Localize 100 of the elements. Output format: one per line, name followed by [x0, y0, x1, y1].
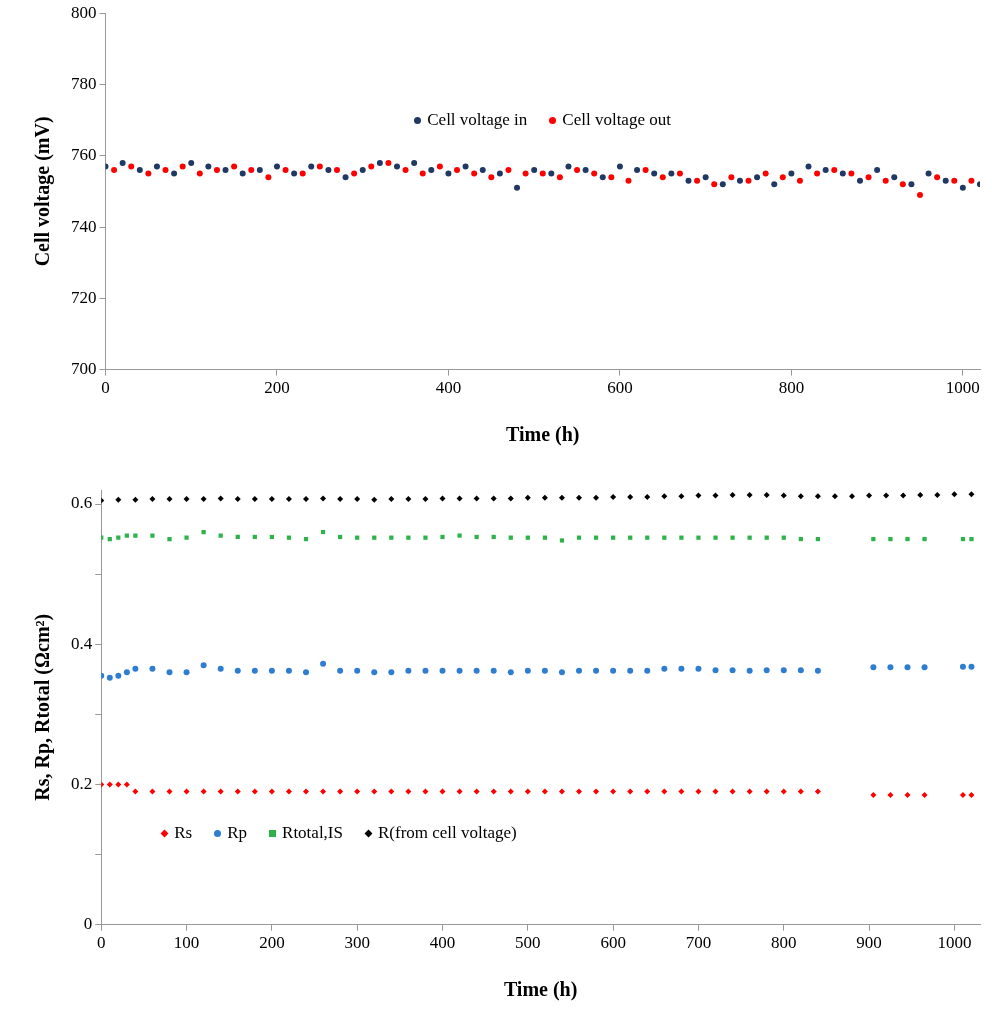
legend-label: Rs: [174, 823, 193, 844]
point: [746, 788, 753, 795]
point: [371, 496, 378, 503]
point: [337, 788, 344, 795]
x-axis-title: Time (h): [503, 978, 578, 1002]
point: [145, 170, 152, 177]
point: [462, 163, 469, 170]
point: [814, 788, 821, 795]
point: [231, 163, 238, 170]
point: [822, 167, 829, 174]
point: [524, 494, 531, 501]
point: [610, 494, 617, 501]
point: [471, 170, 478, 177]
point: [644, 494, 651, 501]
point: [490, 667, 497, 674]
point: [171, 170, 178, 177]
point: [507, 788, 514, 795]
point: [406, 535, 411, 540]
point: [124, 533, 129, 538]
point: [496, 170, 503, 177]
point: [849, 493, 856, 500]
point: [695, 788, 702, 795]
point: [188, 159, 195, 166]
point: [507, 495, 514, 502]
point: [325, 167, 332, 174]
point: [106, 674, 113, 681]
point: [576, 494, 583, 501]
point: [123, 669, 130, 676]
x-tick-label: 400: [435, 378, 462, 398]
point: [150, 533, 155, 538]
point: [925, 170, 932, 177]
point: [610, 788, 617, 795]
point: [183, 669, 190, 676]
y-tick-label: 780: [71, 73, 97, 93]
point: [921, 664, 928, 671]
point: [428, 167, 435, 174]
point: [282, 167, 289, 174]
point: [942, 177, 949, 184]
point: [831, 493, 838, 500]
point: [797, 667, 804, 674]
point: [268, 788, 275, 795]
point: [132, 665, 139, 672]
point: [676, 170, 683, 177]
point: [337, 496, 344, 503]
point: [866, 492, 873, 499]
point: [788, 170, 795, 177]
point: [256, 167, 263, 174]
point: [712, 492, 719, 499]
point: [153, 163, 160, 170]
point: [610, 667, 617, 674]
point: [368, 163, 375, 170]
y-tick-label: 800: [71, 2, 97, 22]
point: [899, 181, 906, 188]
point: [729, 667, 736, 674]
point: [678, 493, 685, 500]
point: [968, 491, 975, 498]
point: [713, 535, 718, 540]
point: [291, 170, 298, 177]
point: [634, 167, 641, 174]
point: [183, 788, 190, 795]
point: [522, 170, 529, 177]
point: [217, 495, 224, 502]
point: [661, 665, 668, 672]
point: [574, 167, 581, 174]
y-tick-label: 700: [71, 359, 97, 379]
point: [814, 667, 821, 674]
point: [814, 493, 821, 500]
point: [779, 174, 786, 181]
point: [473, 788, 480, 795]
point: [268, 667, 275, 674]
point: [402, 167, 409, 174]
point: [411, 159, 418, 166]
point: [439, 495, 446, 502]
point: [405, 496, 412, 503]
point: [917, 491, 924, 498]
point: [111, 167, 118, 174]
point: [507, 669, 514, 676]
point: [541, 788, 548, 795]
point: [969, 536, 974, 542]
point: [616, 163, 623, 170]
point: [685, 177, 692, 184]
point: [222, 167, 229, 174]
point: [436, 163, 443, 170]
point: [299, 170, 306, 177]
point: [805, 163, 812, 170]
point: [524, 667, 531, 674]
point: [651, 170, 658, 177]
point: [422, 496, 429, 503]
point: [916, 191, 923, 198]
point: [439, 788, 446, 795]
point: [729, 491, 736, 498]
point: [968, 177, 975, 184]
point: [514, 184, 521, 191]
point: [831, 167, 838, 174]
point: [695, 492, 702, 499]
point: [865, 174, 872, 181]
point: [627, 667, 634, 674]
point: [422, 667, 429, 674]
point: [371, 788, 378, 795]
point: [524, 788, 531, 795]
